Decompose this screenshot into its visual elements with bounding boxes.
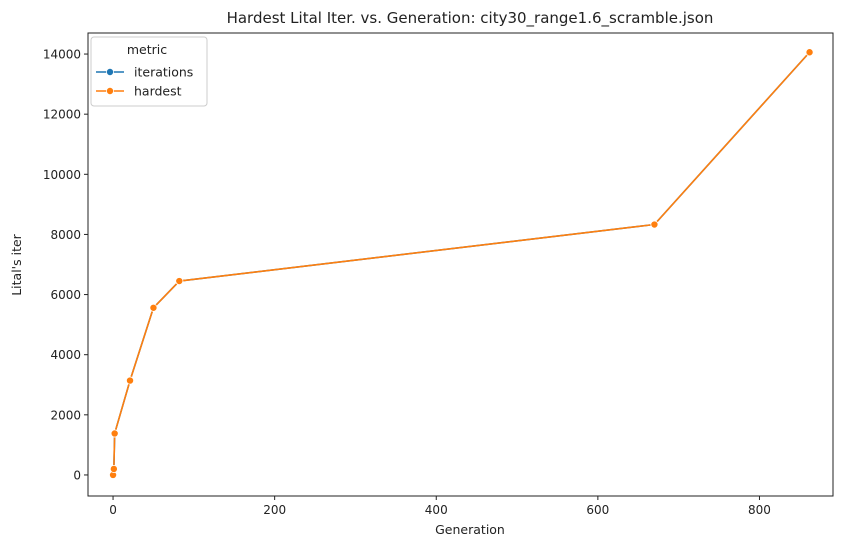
plot-frame bbox=[87, 32, 834, 497]
legend: metric iterations hardest bbox=[90, 36, 208, 107]
chart-title: Hardest Lital Iter. vs. Generation: city… bbox=[227, 9, 714, 28]
x-tick-label: 200 bbox=[263, 503, 286, 517]
x-tick-label: 600 bbox=[586, 503, 609, 517]
series-line-iterations bbox=[112, 51, 811, 476]
y-tick-label: 6000 bbox=[50, 288, 81, 302]
legend-label-iterations: iterations bbox=[134, 65, 193, 80]
y-tick-label: 0 bbox=[73, 468, 81, 482]
y-tick-label: 12000 bbox=[43, 108, 81, 122]
y-tick-label: 4000 bbox=[50, 348, 81, 362]
data-point-hardest bbox=[126, 376, 135, 385]
y-tick-label: 14000 bbox=[43, 48, 81, 62]
x-axis: 0 200 400 600 800 bbox=[109, 496, 771, 517]
y-tick-label: 10000 bbox=[43, 168, 81, 182]
data-point-hardest bbox=[109, 464, 118, 473]
y-tick-label: 8000 bbox=[50, 228, 81, 242]
data-point-hardest bbox=[110, 429, 119, 438]
x-tick-label: 400 bbox=[425, 503, 448, 517]
data-point-hardest bbox=[650, 220, 659, 229]
legend-swatch-marker bbox=[106, 68, 115, 77]
data-point-hardest bbox=[805, 48, 814, 57]
plot-area bbox=[109, 48, 814, 479]
legend-label-hardest: hardest bbox=[134, 84, 182, 99]
legend-title: metric bbox=[127, 42, 167, 57]
legend-swatch-marker bbox=[106, 87, 115, 96]
series-line-hardest bbox=[112, 51, 811, 476]
x-axis-label: Generation bbox=[435, 522, 505, 537]
data-point-hardest bbox=[175, 277, 184, 286]
x-tick-label: 800 bbox=[748, 503, 771, 517]
legend-box bbox=[90, 36, 208, 107]
y-tick-label: 2000 bbox=[50, 408, 81, 422]
data-point-hardest bbox=[149, 303, 158, 312]
y-axis: 0 2000 4000 6000 8000 10000 12000 14000 bbox=[43, 48, 88, 482]
x-tick-label: 0 bbox=[109, 503, 117, 517]
y-axis-label: Lital's iter bbox=[9, 233, 24, 295]
